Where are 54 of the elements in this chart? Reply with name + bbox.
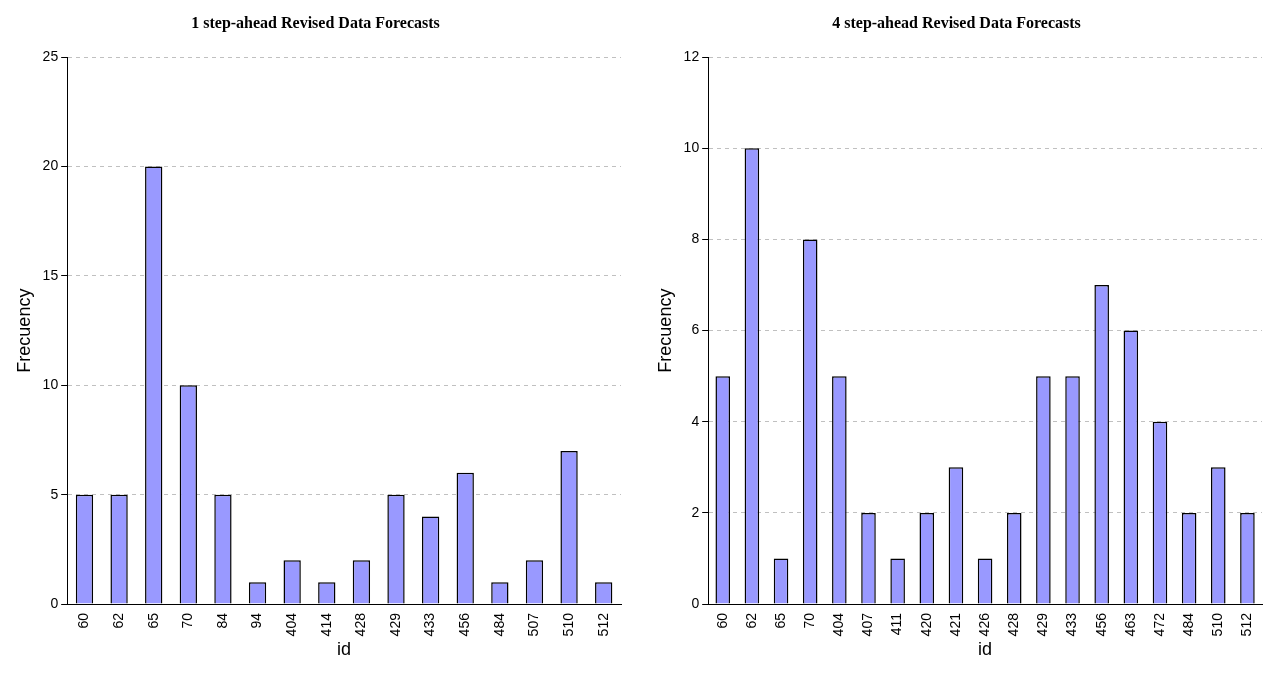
x-tick-label: 84 <box>213 612 230 629</box>
x-tick-label: 463 <box>1121 612 1138 637</box>
y-tick-label: 8 <box>691 230 700 247</box>
x-tick-label: 404 <box>830 612 847 637</box>
x-tick-label: 70 <box>801 612 818 629</box>
x-axis-title: id <box>978 639 993 660</box>
y-tick-label: 10 <box>42 376 59 393</box>
y-tick-label: 6 <box>691 321 700 338</box>
y-axis-title: Frecuency <box>654 288 675 373</box>
y-tick-label: 25 <box>42 48 59 65</box>
x-tick-label: 65 <box>771 612 788 629</box>
x-tick-label: 60 <box>75 612 92 629</box>
x-tick-label: 429 <box>1034 612 1051 637</box>
x-tick-label: 414 <box>317 612 334 637</box>
x-tick-label: 484 <box>1179 612 1196 637</box>
x-tick-label: 62 <box>109 612 126 629</box>
x-tick-label: 510 <box>1209 612 1226 637</box>
x-tick-label: 472 <box>1150 612 1167 637</box>
x-tick-label: 94 <box>248 612 265 629</box>
x-tick-label: 484 <box>490 612 507 637</box>
x-tick-label: 433 <box>421 612 438 637</box>
x-tick-label: 62 <box>742 612 759 629</box>
chart-title: 1 step-ahead Revised Data Forecasts <box>191 13 440 32</box>
y-tick-label: 0 <box>691 594 700 611</box>
x-tick-label: 433 <box>1063 612 1080 637</box>
x-tick-label: 429 <box>386 612 403 637</box>
x-tick-label: 512 <box>1238 612 1255 637</box>
x-tick-label: 510 <box>559 612 576 637</box>
x-tick-label: 70 <box>179 612 196 629</box>
y-axis-title: Frecuency <box>13 288 34 373</box>
x-tick-label: 421 <box>946 612 963 637</box>
x-tick-label: 456 <box>1092 612 1109 637</box>
chart-title: 4 step-ahead Revised Data Forecasts <box>832 13 1081 32</box>
y-tick-label: 20 <box>42 157 59 174</box>
y-tick-label: 2 <box>691 503 700 520</box>
x-tick-label: 60 <box>713 612 730 629</box>
x-tick-label: 426 <box>975 612 992 637</box>
y-tick-label: 10 <box>683 139 700 156</box>
x-tick-label: 512 <box>594 612 611 637</box>
x-axis-title: id <box>337 639 352 660</box>
y-tick-label: 5 <box>50 485 59 502</box>
x-tick-label: 507 <box>525 612 542 637</box>
x-tick-label: 428 <box>352 612 369 637</box>
x-tick-label: 411 <box>888 612 905 636</box>
x-tick-label: 65 <box>144 612 161 629</box>
y-tick-label: 0 <box>50 594 59 611</box>
x-tick-label: 420 <box>917 612 934 637</box>
x-tick-label: 456 <box>456 612 473 637</box>
x-tick-label: 404 <box>283 612 300 637</box>
x-tick-label: 428 <box>1005 612 1022 637</box>
y-tick-label: 4 <box>691 412 700 429</box>
y-tick-label: 15 <box>42 266 59 283</box>
x-tick-label: 407 <box>859 612 876 637</box>
y-tick-label: 12 <box>683 48 700 65</box>
